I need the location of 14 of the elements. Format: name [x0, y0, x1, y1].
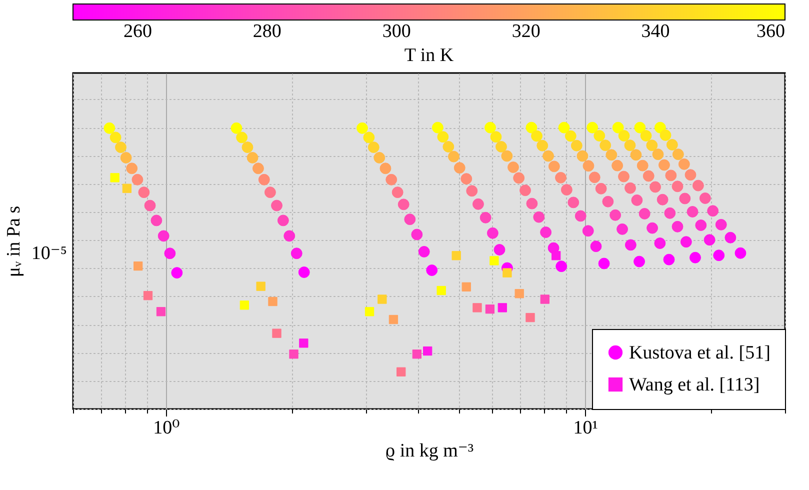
color-bar-label: 280 — [252, 21, 282, 42]
legend-label: Wang et al. [113] — [629, 374, 760, 396]
color-bar-title: T in K — [404, 45, 454, 66]
color-bar-label: 340 — [641, 21, 670, 42]
color-bar-label: 260 — [123, 21, 152, 42]
legend-label: Kustova et al. [51] — [629, 342, 770, 364]
x-tick-label: 10⁰ — [153, 418, 180, 438]
color-bar-label: 300 — [382, 21, 411, 42]
x-tick-label: 10¹ — [573, 418, 598, 438]
color-bar-label: 360 — [756, 21, 785, 42]
text: 10⁻⁵ — [31, 243, 67, 264]
color-bar-label: 320 — [512, 21, 540, 42]
y-axis-title: μᵥ in Pa s — [4, 206, 24, 278]
x-axis-title: ϱ in kg m⁻³ — [385, 440, 474, 462]
